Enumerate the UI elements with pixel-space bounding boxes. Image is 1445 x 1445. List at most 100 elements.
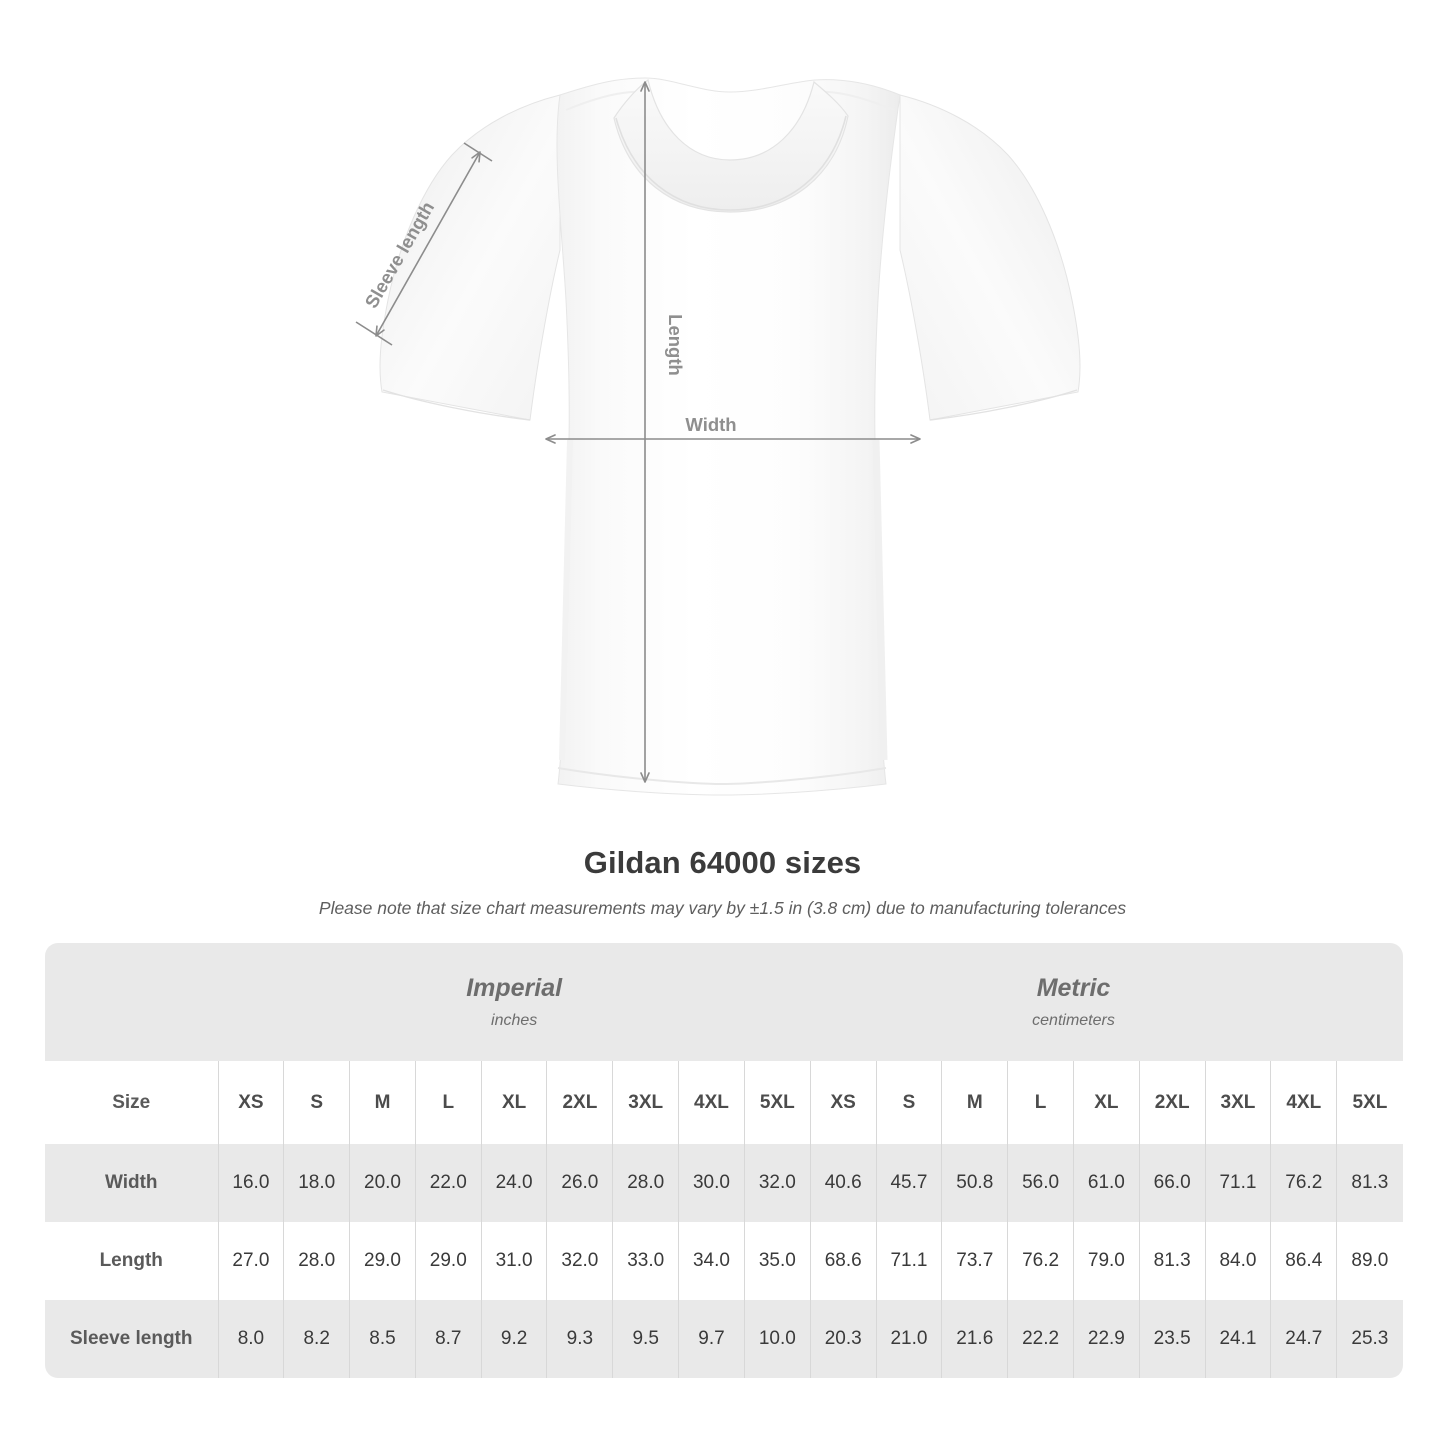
header-cell-imperial-l: L (414, 1061, 482, 1144)
header-cell-imperial-3xl: 3XL (612, 1061, 679, 1144)
cell-length-imperial-s: 28.0 (283, 1222, 350, 1300)
table-row-length: Length 27.0 28.0 29.0 29.0 31.0 32.0 33.… (45, 1222, 1403, 1300)
cell-length-imperial-l: 29.0 (414, 1222, 482, 1300)
unit-sub-metric: centimeters (1032, 1011, 1115, 1029)
cell-sleeve-metric-s: 21.0 (875, 1300, 942, 1378)
unit-name-imperial: Imperial (466, 974, 563, 1003)
header-cell-imperial-5xl: 5XL (743, 1061, 811, 1144)
collar (613, 78, 849, 213)
cell-width-imperial-3xl: 28.0 (612, 1144, 679, 1222)
cell-width-imperial-m: 20.0 (349, 1144, 416, 1222)
cell-width-metric-xs: 40.6 (809, 1144, 877, 1222)
cell-sleeve-metric-l: 22.2 (1007, 1300, 1074, 1378)
cell-sleeve-imperial-l: 8.7 (414, 1300, 482, 1378)
header-cell-metric-5xl: 5XL (1336, 1061, 1403, 1144)
title-block: Gildan 64000 sizes Please note that size… (0, 845, 1445, 919)
header-cell-metric-m: M (941, 1061, 1008, 1144)
unit-name-metric: Metric (1036, 974, 1111, 1003)
size-chart-table-wrap: Imperial inches Metric centimeters Size … (45, 943, 1403, 1378)
cell-length-imperial-3xl: 33.0 (612, 1222, 679, 1300)
header-cell-metric-xs: XS (809, 1061, 877, 1144)
header-size-label: Size (45, 1061, 218, 1144)
cell-width-imperial-5xl: 32.0 (743, 1144, 811, 1222)
unit-cell-metric: Metric centimeters (810, 943, 1337, 1061)
cell-sleeve-metric-xs: 20.3 (809, 1300, 877, 1378)
header-cell-metric-l: L (1007, 1061, 1074, 1144)
cell-length-metric-3xl: 84.0 (1204, 1222, 1271, 1300)
cell-width-metric-2xl: 66.0 (1138, 1144, 1206, 1222)
cell-width-metric-5xl: 81.3 (1336, 1144, 1403, 1222)
cell-sleeve-imperial-4xl: 9.7 (678, 1300, 745, 1378)
cell-length-metric-l: 76.2 (1007, 1222, 1074, 1300)
cell-length-imperial-m: 29.0 (349, 1222, 416, 1300)
length-dimension: Length (640, 81, 686, 783)
cell-sleeve-metric-3xl: 24.1 (1204, 1300, 1271, 1378)
cell-length-imperial-2xl: 32.0 (546, 1222, 613, 1300)
cell-sleeve-imperial-5xl: 10.0 (743, 1300, 811, 1378)
cell-sleeve-imperial-3xl: 9.5 (612, 1300, 679, 1378)
cell-length-imperial-5xl: 35.0 (743, 1222, 811, 1300)
size-chart-table: Imperial inches Metric centimeters Size … (45, 943, 1403, 1378)
cell-length-imperial-4xl: 34.0 (678, 1222, 745, 1300)
header-cell-metric-4xl: 4XL (1270, 1061, 1337, 1144)
cell-width-imperial-xs: 16.0 (217, 1144, 284, 1222)
cell-width-metric-l: 56.0 (1007, 1144, 1074, 1222)
unit-sub-imperial: inches (491, 1011, 538, 1029)
table-row-sleeve-length: Sleeve length 8.0 8.2 8.5 8.7 9.2 9.3 9.… (45, 1300, 1403, 1378)
cell-sleeve-imperial-s: 8.2 (283, 1300, 350, 1378)
cell-width-metric-3xl: 71.1 (1204, 1144, 1271, 1222)
cell-sleeve-imperial-xs: 8.0 (217, 1300, 284, 1378)
width-dimension: Width (545, 414, 921, 444)
cell-length-metric-2xl: 81.3 (1138, 1222, 1206, 1300)
cell-sleeve-metric-m: 21.6 (941, 1300, 1008, 1378)
header-cell-imperial-xl: XL (480, 1061, 547, 1144)
cell-width-imperial-xl: 24.0 (480, 1144, 547, 1222)
header-cell-metric-3xl: 3XL (1204, 1061, 1271, 1144)
cell-length-metric-s: 71.1 (875, 1222, 942, 1300)
cell-width-metric-xl: 61.0 (1072, 1144, 1140, 1222)
cell-sleeve-imperial-2xl: 9.3 (546, 1300, 613, 1378)
cell-width-metric-4xl: 76.2 (1270, 1144, 1337, 1222)
row-label-width: Width (45, 1144, 218, 1222)
row-label-length: Length (45, 1222, 218, 1300)
cell-sleeve-imperial-m: 8.5 (349, 1300, 416, 1378)
width-label: Width (685, 414, 736, 435)
cell-length-metric-m: 73.7 (941, 1222, 1008, 1300)
cell-length-imperial-xs: 27.0 (217, 1222, 284, 1300)
cell-sleeve-metric-xl: 22.9 (1072, 1300, 1140, 1378)
header-cell-imperial-xs: XS (217, 1061, 284, 1144)
cell-width-metric-s: 45.7 (875, 1144, 942, 1222)
tshirt-illustration: Sleeve length Length Width (355, 77, 1081, 796)
unit-cell-imperial: Imperial inches (218, 943, 811, 1061)
cell-sleeve-metric-4xl: 24.7 (1270, 1300, 1337, 1378)
unit-band-spacer (45, 943, 218, 1061)
measurement-tolerance-note: Please note that size chart measurements… (318, 898, 1127, 918)
tshirt-diagram: Sleeve length Length Width (355, 77, 1081, 796)
cell-width-imperial-2xl: 26.0 (546, 1144, 613, 1222)
header-cell-metric-xl: XL (1072, 1061, 1140, 1144)
cell-sleeve-metric-5xl: 25.3 (1336, 1300, 1403, 1378)
cell-width-imperial-l: 22.0 (414, 1144, 482, 1222)
length-label: Length (665, 314, 686, 376)
cell-length-metric-xl: 79.0 (1072, 1222, 1140, 1300)
cell-sleeve-metric-2xl: 23.5 (1138, 1300, 1206, 1378)
right-sleeve (899, 94, 1081, 421)
cell-sleeve-imperial-xl: 9.2 (480, 1300, 547, 1378)
header-cell-imperial-s: S (283, 1061, 350, 1144)
cell-length-metric-5xl: 89.0 (1336, 1222, 1403, 1300)
cell-length-metric-xs: 68.6 (809, 1222, 877, 1300)
row-label-sleeve-length: Sleeve length (45, 1300, 218, 1378)
cell-width-metric-m: 50.8 (941, 1144, 1008, 1222)
unit-band-end (1336, 943, 1403, 1061)
cell-width-imperial-s: 18.0 (283, 1144, 350, 1222)
header-cell-imperial-2xl: 2XL (546, 1061, 613, 1144)
cell-length-metric-4xl: 86.4 (1270, 1222, 1337, 1300)
header-cell-metric-2xl: 2XL (1138, 1061, 1206, 1144)
table-header-row: Size XS S M L XL 2XL 3XL 4XL 5XL XS S M … (45, 1061, 1403, 1144)
header-cell-metric-s: S (875, 1061, 942, 1144)
table-row-width: Width 16.0 18.0 20.0 22.0 24.0 26.0 28.0… (45, 1144, 1403, 1222)
header-cell-imperial-4xl: 4XL (678, 1061, 745, 1144)
page-title: Gildan 64000 sizes (583, 845, 862, 880)
header-cell-imperial-m: M (349, 1061, 416, 1144)
cell-length-imperial-xl: 31.0 (480, 1222, 547, 1300)
